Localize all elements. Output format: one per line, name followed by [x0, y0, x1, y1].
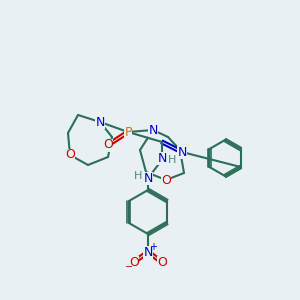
Text: O: O — [65, 148, 75, 161]
Text: O: O — [103, 139, 113, 152]
Text: N: N — [157, 152, 167, 164]
Text: N: N — [148, 124, 158, 136]
Text: H: H — [168, 155, 176, 165]
Text: H: H — [134, 171, 142, 181]
Text: O: O — [161, 173, 171, 187]
Text: N: N — [177, 146, 187, 158]
Text: N: N — [95, 116, 105, 128]
Text: N: N — [143, 172, 153, 184]
Text: N: N — [143, 245, 153, 259]
Text: O: O — [157, 256, 167, 268]
Text: +: + — [149, 242, 157, 252]
Text: P: P — [124, 125, 132, 139]
Text: O: O — [129, 256, 139, 268]
Text: −: − — [125, 262, 133, 272]
